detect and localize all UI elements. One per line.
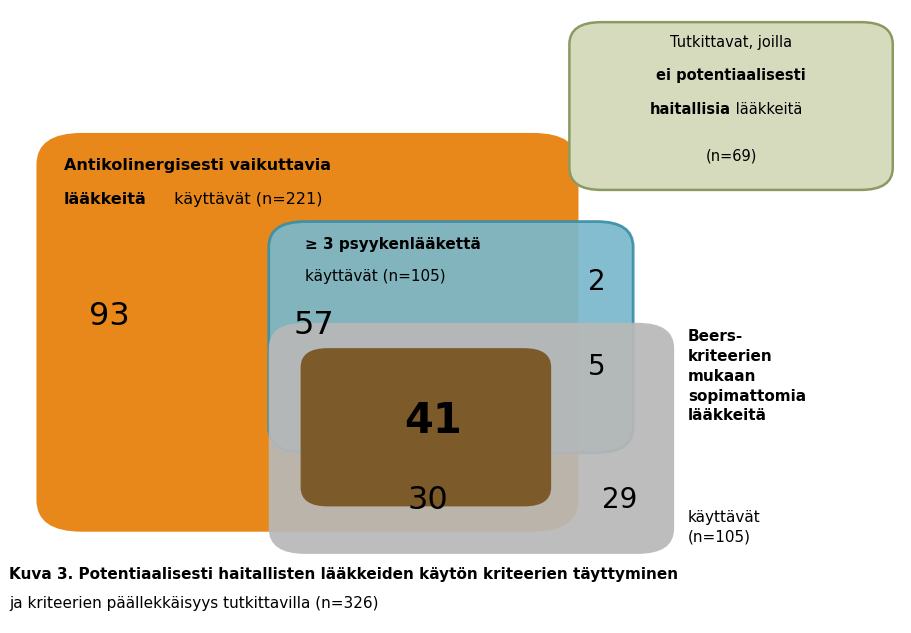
FancyBboxPatch shape	[269, 323, 674, 554]
FancyBboxPatch shape	[569, 22, 893, 190]
Text: 41: 41	[404, 400, 462, 442]
Text: 5: 5	[588, 353, 606, 381]
Text: Antikolinergisesti vaikuttavia: Antikolinergisesti vaikuttavia	[64, 158, 331, 173]
Text: käyttävät (n=221): käyttävät (n=221)	[169, 192, 322, 207]
Text: Beers-
kriteerien
mukaan
sopimattomia
lääkkeitä: Beers- kriteerien mukaan sopimattomia lä…	[688, 329, 806, 423]
Text: Tutkittavat, joilla: Tutkittavat, joilla	[670, 35, 793, 50]
Text: 57: 57	[294, 311, 334, 341]
Text: (n=69): (n=69)	[705, 149, 757, 164]
Text: ja kriteerien päällekkäisyys tutkittavilla (n=326): ja kriteerien päällekkäisyys tutkittavil…	[9, 596, 379, 611]
Text: 2: 2	[588, 268, 606, 296]
Text: ≥ 3 psyykenlääkettä: ≥ 3 psyykenlääkettä	[305, 237, 481, 253]
Text: 29: 29	[602, 486, 637, 514]
Text: haitallisia: haitallisia	[650, 102, 731, 117]
Text: lääkkeitä: lääkkeitä	[731, 102, 803, 117]
Text: 30: 30	[408, 485, 448, 515]
Text: 93: 93	[89, 301, 129, 332]
Text: Kuva 3. Potentiaalisesti haitallisten lääkkeiden käytön kriteerien täyttyminen: Kuva 3. Potentiaalisesti haitallisten lä…	[9, 567, 678, 582]
Text: ei potentiaalisesti: ei potentiaalisesti	[656, 68, 806, 84]
FancyBboxPatch shape	[301, 348, 551, 506]
FancyBboxPatch shape	[269, 222, 633, 453]
FancyBboxPatch shape	[36, 133, 578, 532]
Text: käyttävät
(n=105): käyttävät (n=105)	[688, 510, 761, 544]
Text: lääkkeitä: lääkkeitä	[64, 192, 147, 207]
Text: käyttävät (n=105): käyttävät (n=105)	[305, 269, 445, 284]
